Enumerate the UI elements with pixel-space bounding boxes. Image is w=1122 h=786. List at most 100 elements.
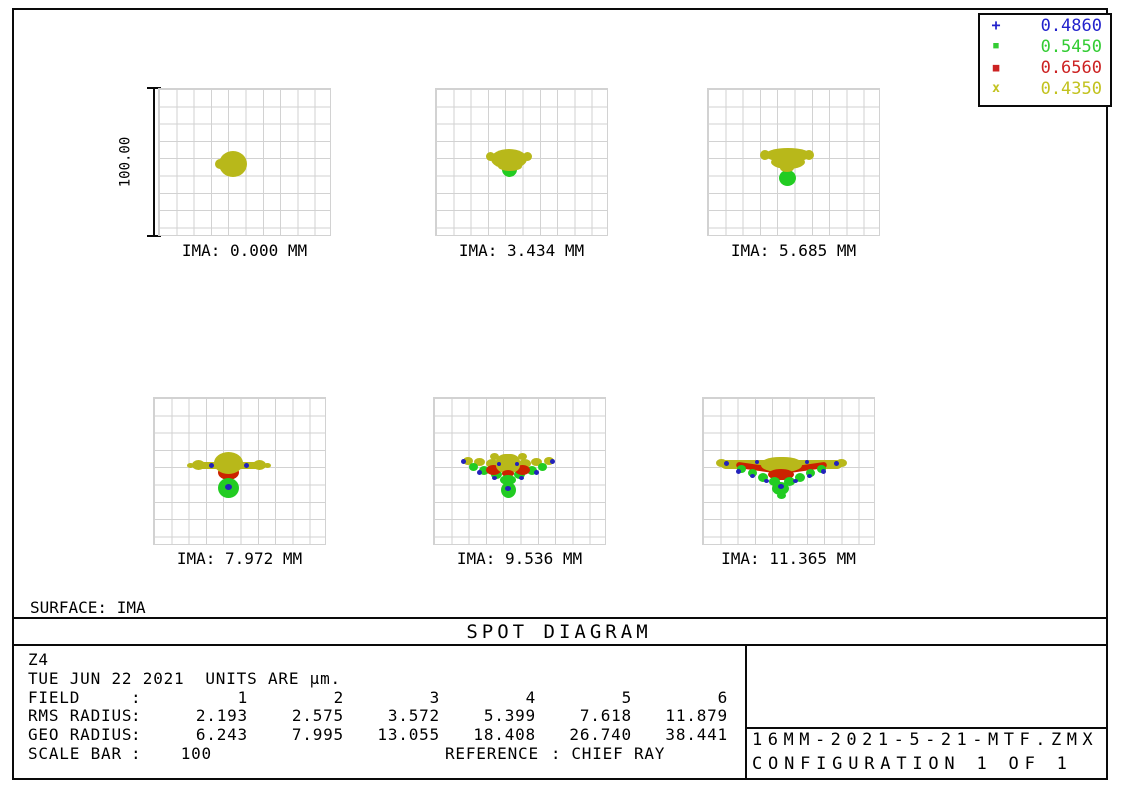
spot-grid-field-6 (702, 397, 875, 545)
spot-dot (764, 479, 769, 483)
footer-table: Z4 TUE JUN 22 2021 UNITS ARE µm. FIELD: … (28, 650, 740, 763)
spot-dot (474, 458, 485, 466)
spot-dot (760, 150, 770, 160)
plus-marker-icon: + (991, 16, 1001, 34)
reference-value: CHIEF RAY (571, 743, 666, 763)
legend-wavelength-value: 0.4860 (1040, 15, 1102, 36)
footer-divider (745, 646, 747, 778)
spot-dot (490, 453, 499, 460)
spot-dot (215, 159, 225, 169)
scale-bar-number: 100 (180, 743, 212, 763)
spot-dot (479, 466, 489, 475)
spot-dot (492, 476, 497, 480)
spot-dot (771, 155, 805, 169)
spot-grid-field-2 (435, 88, 608, 236)
table-row: RMS RADIUS: 2.193 2.575 3.572 5.399 7.61… (28, 706, 740, 725)
spot-dot (486, 459, 498, 468)
spot-dot (755, 460, 759, 464)
scale-bar (147, 87, 161, 237)
square-marker-icon: ■ (993, 41, 999, 51)
legend-row: ■ 0.6560 (980, 57, 1110, 78)
cross-marker-icon: x (992, 81, 1000, 96)
legend-wavelength-value: 0.4350 (1040, 78, 1102, 99)
row-label: FIELD: (28, 687, 142, 707)
rms-radius-value: 11.879 (665, 706, 728, 726)
titleblock-divider (745, 727, 1106, 729)
spot-dot (502, 470, 514, 477)
rms-radius-value: 2.575 (291, 706, 344, 726)
rms-radius-value: 5.399 (483, 706, 536, 726)
spot-grid-field-5 (433, 397, 606, 545)
page-title: SPOT DIAGRAM (466, 621, 652, 643)
page-border (12, 8, 1108, 780)
geo-radius-value: 38.441 (665, 725, 728, 745)
spot-dot (505, 486, 511, 491)
spot-dot (795, 473, 805, 482)
spot-dot (477, 470, 482, 475)
spot-dot (769, 477, 780, 486)
legend-row: + 0.4860 (980, 15, 1110, 36)
geo-radius-value: 6.243 (195, 725, 248, 745)
spot-dot (550, 459, 555, 464)
rms-radius-value: 2.193 (195, 706, 248, 726)
spot-dot (748, 469, 757, 477)
field-number: 6 (717, 687, 728, 707)
spot-dot (807, 474, 812, 478)
spot-dot (209, 463, 214, 468)
wavelength-legend: + 0.4860 ■ 0.5450 ■ 0.6560 x 0.4350 (978, 13, 1112, 107)
field-number: 4 (525, 687, 536, 707)
spot-dot (768, 469, 794, 480)
spot-dot (498, 162, 522, 171)
spot-dot (500, 475, 516, 485)
spot-dot (777, 492, 786, 499)
spot-dot (486, 152, 495, 161)
spot-dot (784, 477, 795, 486)
date-and-units: TUE JUN 22 2021 UNITS ARE µm. (28, 668, 341, 688)
rms-radius-value: 7.618 (579, 706, 632, 726)
spot-dot (463, 457, 473, 465)
spot-dot (192, 460, 205, 470)
spot-grid-field-3 (707, 88, 880, 236)
divider-line (12, 644, 1106, 646)
legend-wavelength-value: 0.6560 (1040, 57, 1102, 78)
spot-dot (724, 461, 729, 466)
spot-dot (225, 484, 232, 490)
ima-position-label: IMA: 3.434 MM (458, 241, 585, 260)
ima-position-label: IMA: 11.365 MM (721, 549, 856, 568)
spot-dot (805, 460, 809, 464)
divider-line (12, 617, 1106, 619)
spot-dot (518, 453, 527, 460)
spot-dot (538, 463, 547, 471)
square-marker-icon: ■ (992, 61, 1000, 74)
spot-dot (736, 469, 741, 474)
surface-label: SURFACE: IMA (30, 598, 146, 617)
spot-grid-field-4 (153, 397, 326, 545)
lens-name: Z4 (28, 650, 49, 669)
spot-dot (758, 473, 768, 482)
reference-label: REFERENCE (445, 743, 539, 763)
geo-radius-value: 13.055 (377, 725, 440, 745)
spot-dot (834, 461, 839, 466)
legend-row: ■ 0.5450 (980, 36, 1110, 57)
ima-position-label: IMA: 7.972 MM (176, 549, 303, 568)
spot-dot (778, 484, 784, 489)
spot-grid-field-1 (158, 88, 331, 236)
scale-bar-value: 100.00 (117, 136, 134, 188)
spot-dot (253, 460, 266, 470)
geo-radius-value: 26.740 (569, 725, 632, 745)
spot-dot (461, 459, 466, 464)
rms-radius-value: 3.572 (387, 706, 440, 726)
configuration-label: CONFIGURATION 1 OF 1 (752, 754, 1073, 774)
spot-dot (779, 170, 796, 186)
legend-row: x 0.4350 (980, 78, 1110, 99)
geo-radius-value: 7.995 (291, 725, 344, 745)
row-label: SCALE BAR: (28, 743, 142, 763)
spot-dot (486, 465, 501, 475)
ima-position-label: IMA: 9.536 MM (456, 549, 583, 568)
spot-dot (214, 452, 243, 474)
spot-dot (544, 457, 554, 465)
spot-dot (187, 463, 194, 468)
geo-radius-value: 18.408 (473, 725, 536, 745)
ima-position-label: IMA: 0.000 MM (181, 241, 308, 260)
